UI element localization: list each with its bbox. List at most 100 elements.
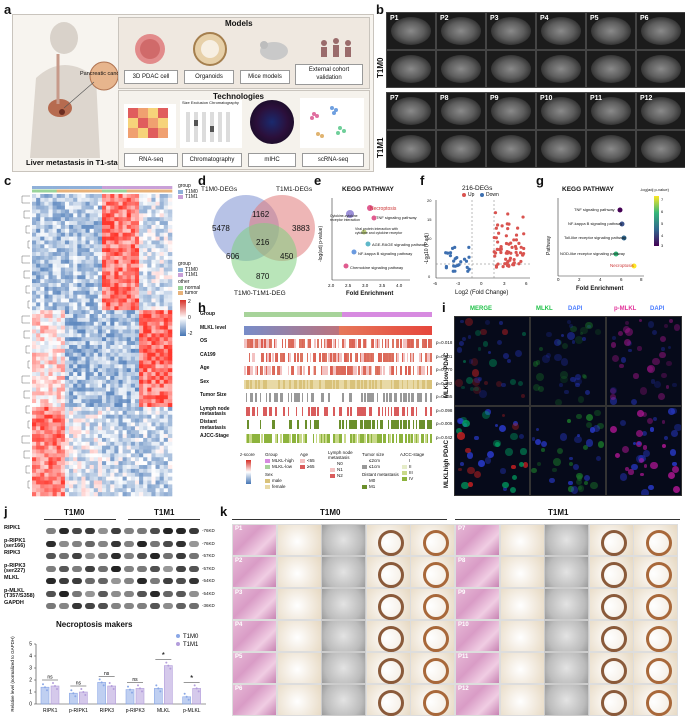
heatmap-cell [97,488,103,493]
heatmap-cell [134,279,140,284]
heatmap-cell [32,434,37,439]
h-track-cell [264,325,266,335]
heatmap-cell [81,228,86,234]
blot-band [59,553,69,559]
heatmap-cell [97,337,103,342]
h-track-cell [267,325,269,335]
volcano-up-point [493,211,498,215]
heatmap-cell [73,395,78,400]
fl-cell-nucleus [647,366,654,373]
colorbar-c-tick-m2: -2 [188,331,193,337]
h-track-cell [412,312,415,317]
heatmap-cell [40,348,45,354]
h-track-cell [394,366,396,375]
mri-body [641,135,681,163]
annotation-other [73,189,78,193]
heatmap-cell [114,201,119,206]
heatmap-cell [139,209,144,214]
heatmap-cell [122,341,128,346]
h-track-cell [270,366,273,375]
blot-band [111,590,121,597]
heatmap-cell [60,430,66,435]
bar-point [193,684,196,687]
volcano-up-point [493,251,498,255]
heatmap-cell [40,430,45,435]
heatmap-cell [106,248,111,253]
h-track-cell [411,393,413,402]
e-dot-5 [365,241,371,247]
heatmap-cell [134,418,140,423]
heatmap-cell [126,255,132,261]
heatmap-cell [60,476,66,481]
heatmap-cell [163,228,169,234]
heatmap-cell [60,395,66,400]
h-track-cell [404,339,407,348]
heatmap-cell [155,283,160,288]
heatmap-cell [147,418,152,423]
h-track-cell [317,312,319,317]
h-track-cell [373,339,376,348]
h-track-cell [265,406,268,416]
legend-c-group-title: group [178,183,191,189]
bar-point [129,688,131,691]
fl-cell-nucleus [513,420,519,426]
heatmap-cell [69,224,74,230]
heatmap-cell [130,472,136,477]
heatmap-cell [77,244,82,249]
blot-band [46,578,56,584]
h-track-cell [322,366,324,375]
fl-cell-nucleus [469,386,475,391]
bar-ylabel: Relative level (normalized to GAPDH) [10,636,15,712]
heatmap-cell [130,445,136,450]
heatmap-cell [118,267,123,272]
heatmap-cell [56,317,62,323]
h-track-cell [320,339,323,348]
heatmap-cell [155,465,160,470]
heatmap-cell [147,360,152,365]
heatmap-cell [64,298,70,303]
heatmap-cell [147,321,152,326]
h-sw-ln [330,468,335,472]
h-track-cell [359,312,362,317]
h-track-cell [301,312,304,317]
heatmap-cell [143,232,148,237]
heatmap-cell [77,329,82,334]
organoid-ring [422,690,449,716]
h-track-cell [415,406,418,416]
h-track-cell [314,366,316,375]
heatmap-cell [64,197,70,203]
h-track-cell [295,420,298,429]
heatmap-cell [102,259,107,264]
venn-region-c: 870 [256,272,270,281]
organoid-ring [645,690,672,716]
heatmap-cell [44,434,49,439]
heatmap-cell [93,232,99,237]
h-track-cell [290,433,293,443]
h-track-cell [386,366,388,375]
heatmap-cell [36,252,41,257]
heatmap-cell [48,476,53,481]
heatmap-cell [147,236,152,241]
fl-cell-nucleus [638,319,642,323]
heatmap-cell [93,430,99,435]
heatmap-cell [134,255,140,261]
h-track-cell [275,312,277,317]
heatmap-cell [134,267,140,272]
blot-strip [44,563,200,574]
histology-image [365,588,411,620]
heatmap-cell [89,476,95,481]
heatmap-cell [81,414,86,419]
h-track-cell [359,406,362,416]
h-track-cell [375,406,377,416]
histology-image [588,556,634,588]
blot-band [85,590,95,597]
heatmap-cell [130,194,136,199]
fluorescence-image [606,406,682,496]
heatmap-cell [73,298,78,303]
heatmap-cell [56,228,62,234]
h-track-cell [375,366,377,375]
h-sw-m0 [362,479,367,483]
heatmap-cell [32,236,37,241]
heatmap-cell [81,306,86,311]
g-colorbar [654,196,659,246]
